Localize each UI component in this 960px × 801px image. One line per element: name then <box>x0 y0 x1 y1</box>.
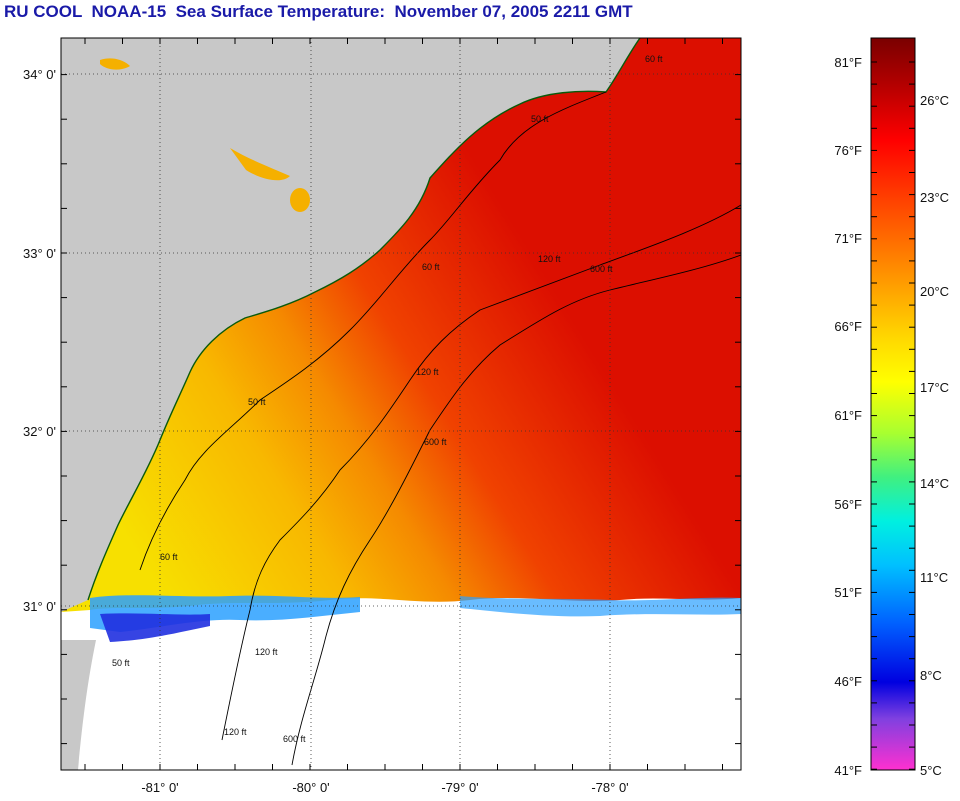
colorbar-label-f: 61°F <box>834 408 862 423</box>
colorbar-label-f: 71°F <box>834 231 862 246</box>
colorbar-label-f: 46°F <box>834 674 862 689</box>
lat-label-32: 32° 0' <box>23 424 56 439</box>
colorbar-label-c: 26°C <box>920 93 949 108</box>
contour-label-120ft: 120 ft <box>255 647 278 657</box>
contour-label-50ft: 50 ft <box>248 397 266 407</box>
contour-label-600ft: 600 ft <box>590 264 613 274</box>
lat-label-34: 34° 0' <box>23 67 56 82</box>
colorbar-label-c: 23°C <box>920 190 949 205</box>
colorbar-label-c: 11°C <box>920 570 948 585</box>
colorbar-label-c: 8°C <box>920 668 942 683</box>
inland-water <box>100 58 130 70</box>
cool-water-band-east <box>460 596 741 617</box>
contour-label-50ft: 50 ft <box>531 114 549 124</box>
contour-label-120ft: 120 ft <box>538 254 561 264</box>
colorbar-label-c: 5°C <box>920 763 942 778</box>
contour-label-600ft: 600 ft <box>283 734 306 744</box>
colorbar-label-c: 14°C <box>920 476 949 491</box>
contour-label-120ft: 120 ft <box>224 727 247 737</box>
colorbar-label-f: 56°F <box>834 497 862 512</box>
lat-label-31: 31° 0' <box>23 599 56 614</box>
contour-label-60ft: 60 ft <box>160 552 178 562</box>
colorbar-label-f: 41°F <box>834 763 862 778</box>
colorbar-label-f: 76°F <box>834 143 862 158</box>
contour-label-600ft: 600 ft <box>424 437 447 447</box>
map-title: RU COOL NOAA-15 Sea Surface Temperature:… <box>4 2 633 21</box>
axis-ticks <box>61 38 741 770</box>
contour-50ft <box>139 91 607 571</box>
colorbar-ticks <box>871 61 915 770</box>
land-area <box>61 38 640 612</box>
contour-label-60ft: 60 ft <box>645 54 663 64</box>
colorbar-label-f: 66°F <box>834 319 862 334</box>
temperature-colorbar <box>870 37 916 771</box>
graticule <box>61 38 741 770</box>
contour-label-120ft: 120 ft <box>416 367 439 377</box>
colorbar-label-c: 17°C <box>920 380 949 395</box>
colorbar-label-f: 51°F <box>834 585 862 600</box>
cold-water-patch <box>100 613 210 642</box>
inland-water <box>290 188 310 212</box>
contour-label-60ft: 60 ft <box>422 262 440 272</box>
lat-label-33: 33° 0' <box>23 246 56 261</box>
contour-120ft <box>221 204 741 741</box>
coastline <box>87 38 641 601</box>
lon-label-80: -80° 0' <box>292 780 329 795</box>
colorbar-label-c: 20°C <box>920 284 949 299</box>
lon-label-81: -81° 0' <box>141 780 178 795</box>
lon-label-79: -79° 0' <box>441 780 478 795</box>
lon-label-78: -78° 0' <box>591 780 628 795</box>
inland-water <box>230 148 290 181</box>
map-frame <box>60 37 742 771</box>
land-area-south <box>61 640 96 770</box>
colorbar-label-f: 81°F <box>834 55 862 70</box>
contour-label-50ft: 50 ft <box>112 658 130 668</box>
contour-600ft <box>291 254 741 766</box>
